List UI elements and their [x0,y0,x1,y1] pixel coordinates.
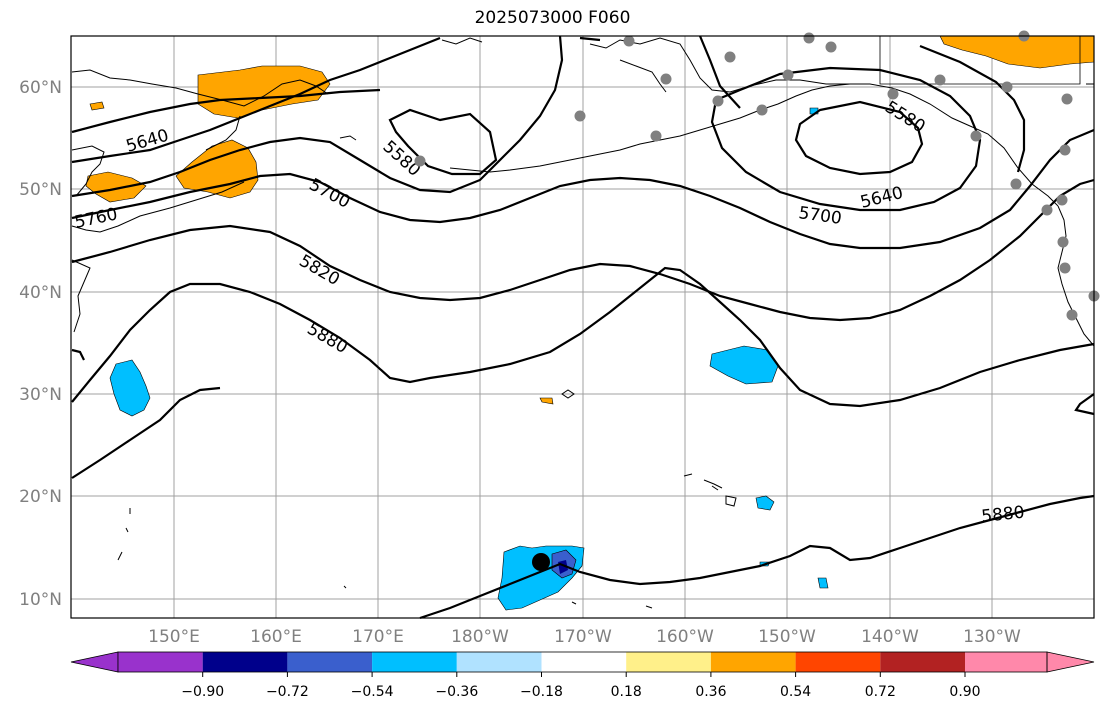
lat-label: 20°N [19,487,62,507]
contour-label: 5880 [980,503,1025,527]
colorbar-segment [795,652,881,672]
colorbar-segment [710,652,796,672]
colorbar-tick-label: 0.36 [695,684,726,700]
lon-label: 160°E [250,627,302,647]
lon-label: 150°E [148,627,200,647]
lon-label: 170°E [352,627,404,647]
colorbar-tick-label: 0.72 [865,684,896,700]
lon-label: 130°W [963,627,1021,647]
colorbar-max-extend [1046,651,1095,673]
latitude-axis: 60°N 50°N 40°N 30°N 20°N 10°N [19,78,62,610]
colorbar-segment [541,652,627,672]
lon-label: 170°W [554,627,612,647]
map-plot-area: 5640 5580 5700 5760 5820 5880 5580 5640 … [70,30,1100,620]
map-title: 2025073000 F060 [474,8,631,28]
colorbar: −0.90 −0.72 −0.54 −0.36 −0.18 0.18 0.36 … [70,651,1095,700]
colorbar-tick-label: −0.36 [435,684,478,700]
colorbar-segment [456,652,542,672]
colorbar-segment [880,652,965,672]
colorbar-tick-label: 0.90 [949,684,980,700]
lon-label: 180°W [451,627,509,647]
colorbar-tick-label: 0.18 [611,684,642,700]
colorbar-segment [287,652,373,672]
colorbar-segment [626,652,711,672]
coastlines [71,36,1095,347]
colorbar-tick-label: −0.72 [266,684,309,700]
islands [117,389,737,609]
gridlines [71,36,1094,618]
colorbar-tick-label: −0.54 [351,684,394,700]
lat-label: 30°N [19,385,62,405]
lon-label: 140°W [861,627,919,647]
positive-anomaly-areas [85,35,1095,405]
colorbar-min-extend [70,651,119,673]
lat-label: 60°N [19,78,62,98]
colorbar-tick-label: −0.18 [520,684,563,700]
lon-label: 160°W [656,627,714,647]
station-markers [414,30,1100,321]
colorbar-segment [202,652,288,672]
colorbar-tick-label: 0.54 [780,684,811,700]
longitude-axis: 150°E 160°E 170°E 180°W 170°W 160°W 150°… [148,627,1021,647]
colorbar-segment [118,652,203,672]
lat-label: 40°N [19,283,62,303]
lat-label: 10°N [19,590,62,610]
lat-label: 50°N [19,180,62,200]
colorbar-tick-label: −0.90 [181,684,224,700]
colorbar-segment [372,652,457,672]
colorbar-segment [965,652,1047,672]
lon-label: 150°W [758,627,816,647]
storm-center-marker [532,553,550,571]
